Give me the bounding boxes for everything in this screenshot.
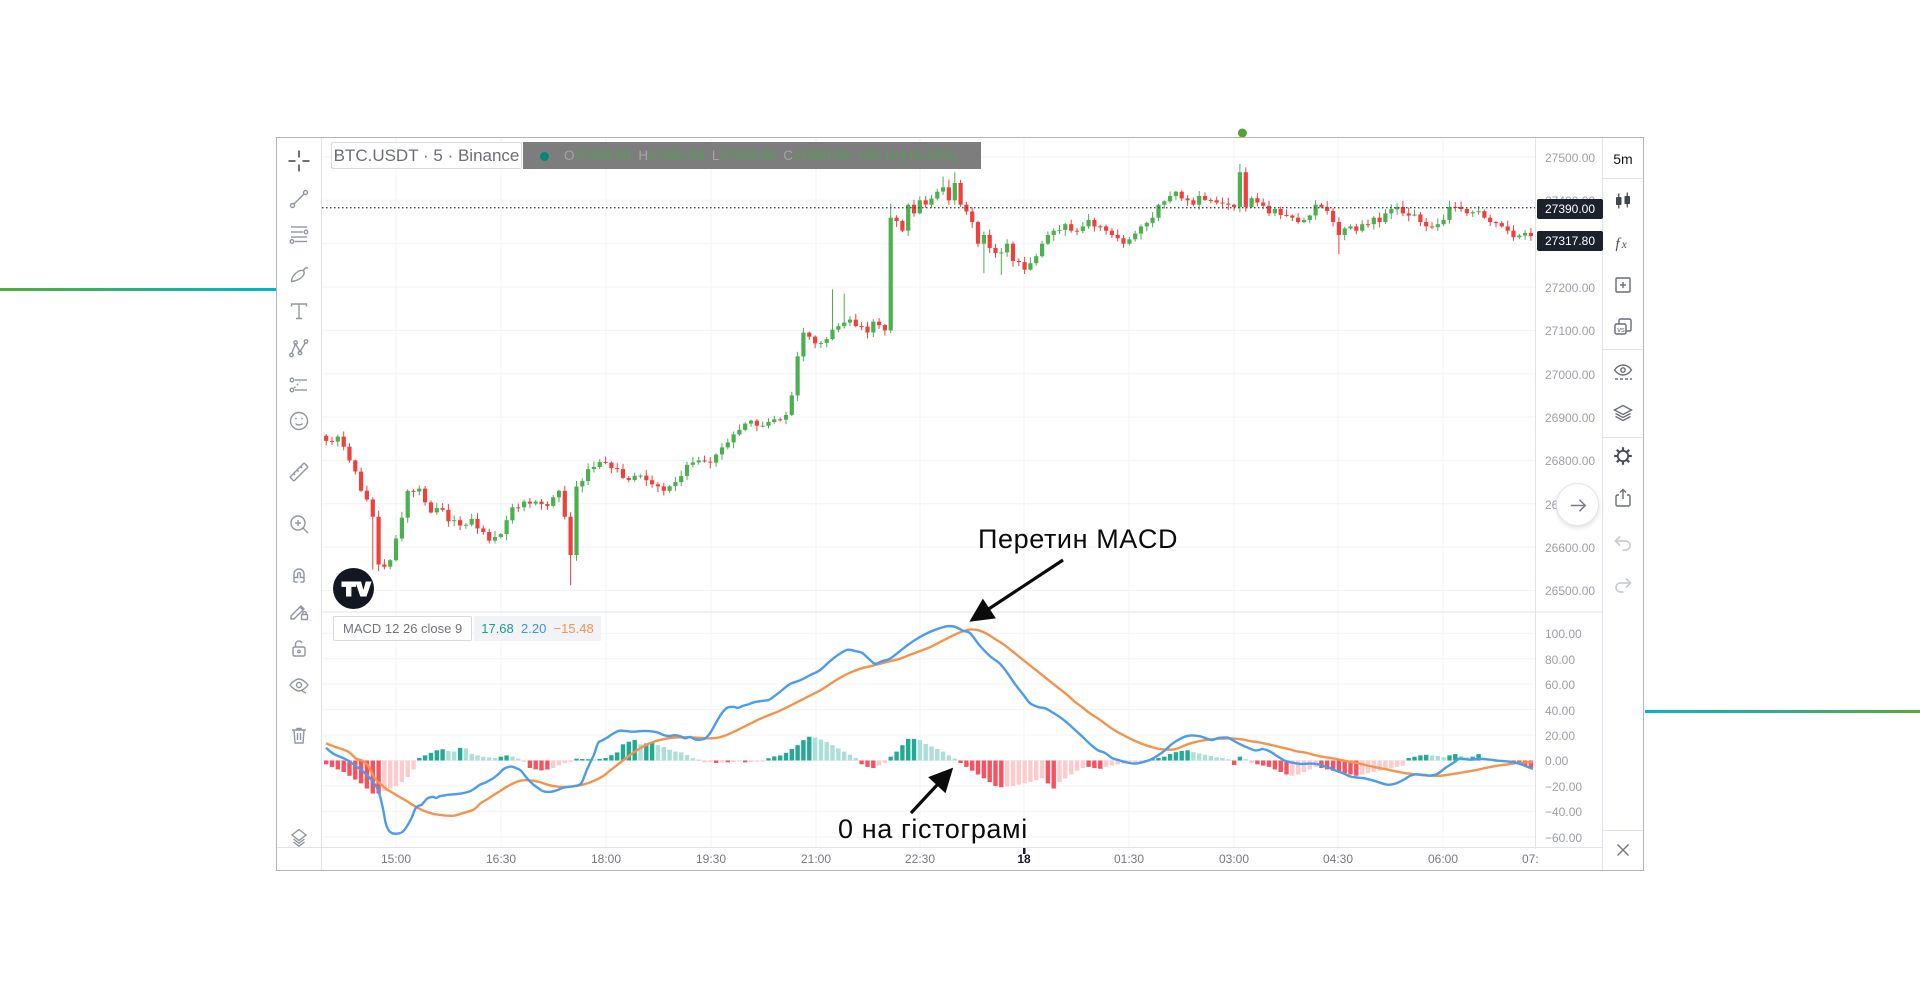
svg-text:f: f xyxy=(1616,236,1622,252)
svg-text:x: x xyxy=(1621,239,1628,251)
svg-text:vs: vs xyxy=(1617,325,1625,334)
